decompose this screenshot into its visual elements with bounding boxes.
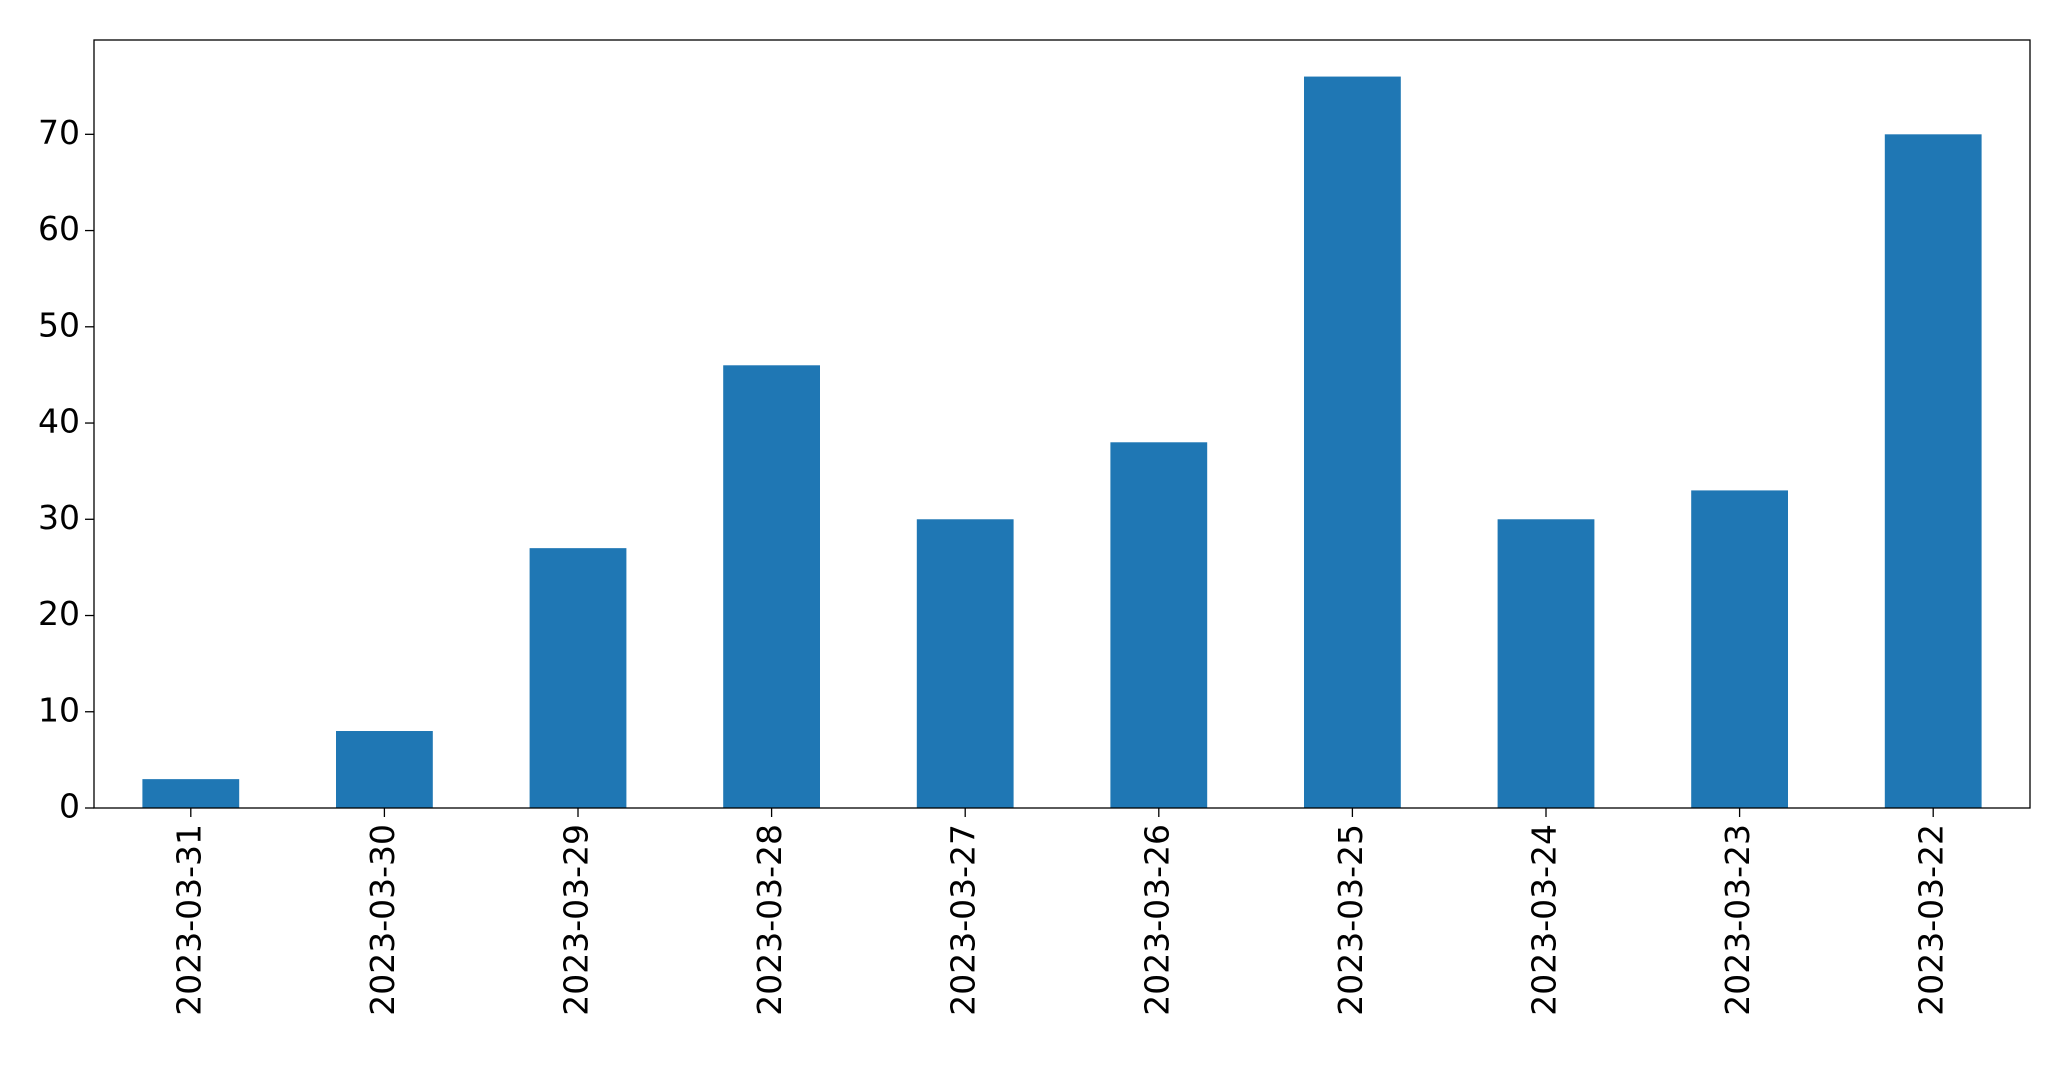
x-tick-label: 2023-03-22 [1912, 824, 1951, 1016]
y-tick-label: 50 [38, 305, 80, 344]
y-tick-label: 10 [38, 690, 80, 729]
bar [336, 731, 433, 808]
y-tick-label: 60 [38, 209, 80, 248]
y-tick-label: 40 [38, 402, 80, 441]
y-tick-label: 0 [59, 787, 80, 826]
x-tick-label: 2023-03-30 [363, 824, 402, 1016]
bar [723, 365, 820, 808]
bar [1110, 442, 1208, 808]
x-tick-label: 2023-03-27 [944, 824, 983, 1016]
x-tick-label: 2023-03-31 [169, 824, 208, 1016]
bar [1884, 134, 1982, 808]
bar [916, 519, 1014, 808]
bar [1497, 519, 1595, 808]
bar [142, 779, 240, 808]
x-tick-label: 2023-03-25 [1331, 824, 1370, 1016]
x-tick-label: 2023-03-24 [1525, 824, 1564, 1016]
bar [529, 548, 627, 808]
x-tick-label: 2023-03-26 [1137, 824, 1176, 1016]
y-tick-label: 30 [38, 498, 80, 537]
bar [1304, 76, 1401, 809]
y-tick-label: 20 [38, 594, 80, 633]
y-tick-label: 70 [38, 113, 80, 152]
x-tick-label: 2023-03-23 [1718, 824, 1757, 1016]
bar [1691, 490, 1788, 808]
plot-frame [93, 39, 2031, 809]
x-tick-label: 2023-03-28 [750, 824, 789, 1016]
x-tick-label: 2023-03-29 [557, 824, 596, 1016]
